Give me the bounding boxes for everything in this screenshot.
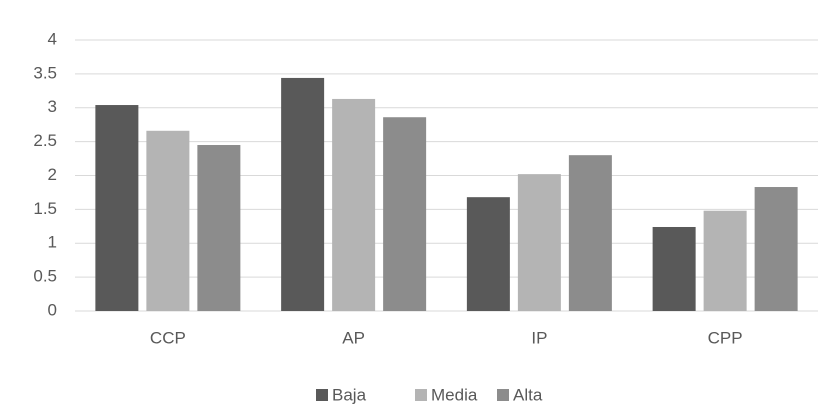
- bar: [383, 117, 427, 311]
- bar: [197, 145, 241, 311]
- bar: [281, 77, 325, 311]
- legend-label: Media: [431, 385, 478, 404]
- bar: [703, 210, 747, 311]
- x-tick-label: IP: [531, 328, 547, 347]
- bar: [332, 98, 376, 311]
- legend-label: Baja: [332, 385, 367, 404]
- legend-label: Alta: [513, 385, 543, 404]
- y-tick-label: 0: [48, 300, 57, 319]
- x-tick-label: CPP: [708, 328, 743, 347]
- y-tick-label: 4: [48, 29, 57, 48]
- legend-swatch: [316, 389, 328, 401]
- y-tick-label: 2.5: [33, 131, 57, 150]
- x-tick-label: AP: [342, 328, 365, 347]
- y-tick-label: 0.5: [33, 267, 57, 286]
- bar: [754, 187, 798, 311]
- x-tick-label: CCP: [150, 328, 186, 347]
- y-tick-label: 3: [48, 97, 57, 116]
- bar: [95, 105, 139, 311]
- bar: [652, 226, 696, 311]
- bar: [146, 130, 190, 311]
- bar: [466, 197, 510, 311]
- bar: [568, 155, 612, 311]
- legend-swatch: [415, 389, 427, 401]
- bar: [517, 174, 561, 311]
- y-tick-label: 1: [48, 233, 57, 252]
- y-tick-label: 2: [48, 165, 57, 184]
- legend-swatch: [497, 389, 509, 401]
- y-tick-label: 1.5: [33, 199, 57, 218]
- y-tick-label: 3.5: [33, 63, 57, 82]
